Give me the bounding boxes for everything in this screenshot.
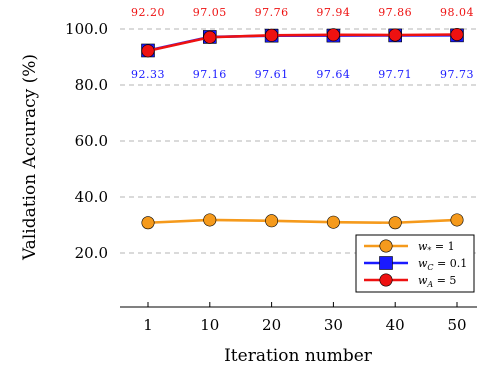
data-point xyxy=(141,44,155,58)
series-line-0 xyxy=(147,218,458,225)
data-label: 97.16 xyxy=(193,68,227,81)
x-tick-label: 50 xyxy=(447,316,466,334)
legend-marker xyxy=(379,256,393,270)
y-tick-label: 20.0 xyxy=(75,244,108,262)
data-point xyxy=(203,213,217,227)
x-tick-label: 1 xyxy=(143,316,153,334)
data-label: 97.94 xyxy=(316,6,350,19)
data-label: 92.33 xyxy=(131,68,165,81)
data-label: 97.61 xyxy=(255,68,289,81)
data-label: 97.76 xyxy=(255,6,289,19)
data-label: 97.73 xyxy=(440,68,474,81)
y-axis-title: Validation Accuracy (%) xyxy=(20,54,40,261)
data-point xyxy=(388,216,402,230)
legend-label: w* = 1 xyxy=(418,240,455,255)
legend-label: wC = 0.1 xyxy=(418,257,467,272)
data-point xyxy=(388,28,402,42)
data-point xyxy=(450,213,464,227)
data-point xyxy=(203,30,217,44)
data-point xyxy=(265,214,279,228)
x-tick-label: 20 xyxy=(262,316,281,334)
data-label: 98.04 xyxy=(440,6,474,19)
data-point xyxy=(141,216,155,230)
y-tick-label: 100.0 xyxy=(65,20,108,38)
legend-marker xyxy=(379,273,393,287)
data-point xyxy=(326,215,340,229)
x-tick-label: 10 xyxy=(200,316,219,334)
data-label: 97.86 xyxy=(378,6,412,19)
legend-marker xyxy=(379,239,393,253)
series-line-1 xyxy=(147,34,458,52)
series-line-2 xyxy=(147,33,458,53)
y-tick-label: 40.0 xyxy=(75,188,108,206)
legend-label: wA = 5 xyxy=(418,274,456,289)
data-label: 97.05 xyxy=(193,6,227,19)
data-label: 92.20 xyxy=(131,6,165,19)
data-label: 97.64 xyxy=(316,68,350,81)
data-point xyxy=(326,28,340,42)
y-tick-label: 60.0 xyxy=(75,132,108,150)
x-axis-title: Iteration number xyxy=(224,346,373,366)
data-point xyxy=(265,28,279,42)
data-point xyxy=(450,27,464,41)
x-tick-label: 30 xyxy=(324,316,343,334)
data-label: 97.71 xyxy=(378,68,412,81)
y-tick-label: 80.0 xyxy=(75,76,108,94)
x-tick-label: 40 xyxy=(386,316,405,334)
